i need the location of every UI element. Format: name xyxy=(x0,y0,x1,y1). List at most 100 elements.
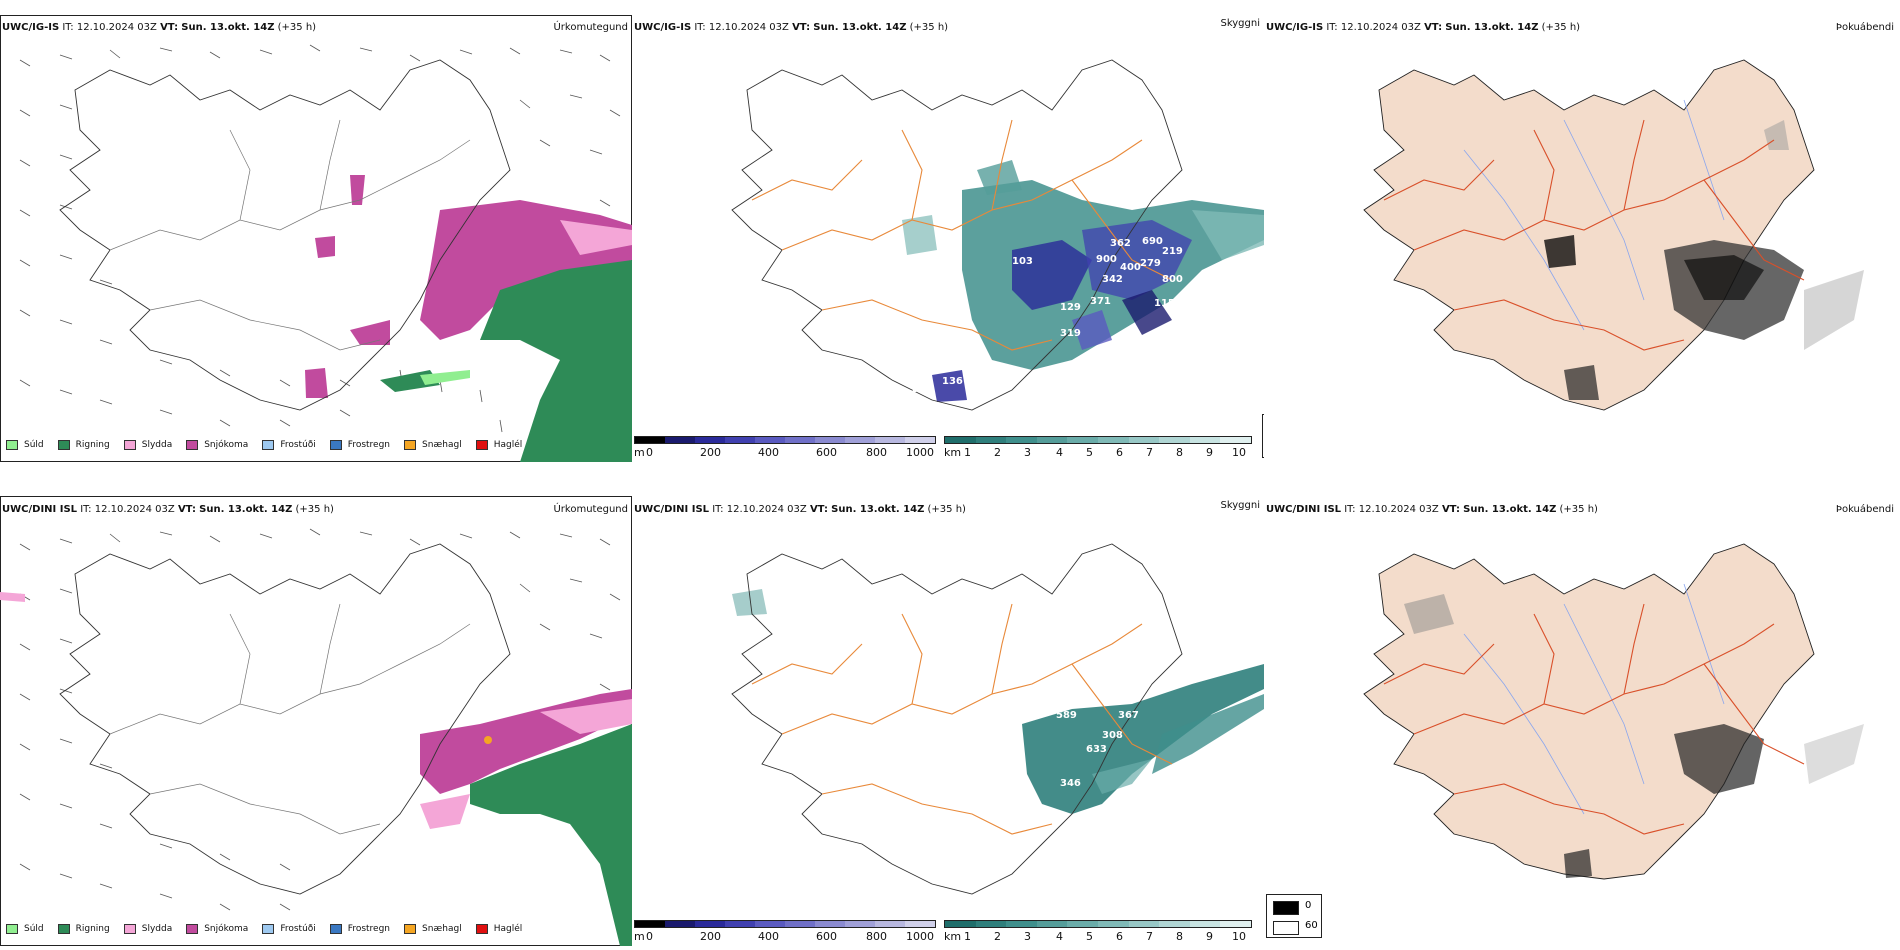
legend-item-frostregn: Frostregn xyxy=(329,924,390,934)
ceiling-label: 363 xyxy=(942,246,963,257)
visibility-scale-tick: 2 xyxy=(994,930,1001,943)
visibility-scale-tick: 1 xyxy=(964,446,971,459)
ceiling-label: 115 xyxy=(1154,298,1175,309)
legend-swatch xyxy=(123,924,136,934)
visibility-scale-tick: 10 xyxy=(1232,930,1246,943)
fog-index-legend-row2: 0 60 xyxy=(1266,894,1322,938)
ceiling-height-labels: 363 103 362 690 219 900 400 279 342 800 … xyxy=(910,236,1183,395)
legend-item-slydda: Slydda xyxy=(123,440,172,450)
precip-map-svg xyxy=(0,528,632,946)
ceiling-label: 319 xyxy=(1060,328,1081,339)
precip-legend: Súld Rigning Slydda Snjókoma Frostúði Fr… xyxy=(6,924,536,934)
panel-header: UWC/DINI ISL IT: 12.10.2024 03Z VT: Sun.… xyxy=(2,504,334,515)
visibility-colorbar xyxy=(944,920,1252,928)
panel-title: Úrkomutegund xyxy=(553,504,628,515)
road-network xyxy=(109,119,471,351)
ceiling-scale-tick: 800 xyxy=(866,446,887,459)
legend-swatch xyxy=(6,924,18,934)
ceiling-label: 129 xyxy=(1060,302,1081,313)
fog-legend-black xyxy=(1273,901,1299,915)
visibility-scale-tick: 7 xyxy=(1146,930,1153,943)
precip-legend: Súld Rigning Slydda Snjókoma Frostúði Fr… xyxy=(6,440,536,450)
panel-header: UWC/IG-IS IT: 12.10.2024 03Z VT: Sun. 13… xyxy=(1266,22,1581,33)
precip-type-map-row1: UWC/IG-IS IT: 12.10.2024 03Z VT: Sun. 13… xyxy=(0,0,632,462)
legend-item-slydda: Slydda xyxy=(123,924,172,934)
road-network xyxy=(1383,603,1805,835)
ceiling-scale-tick: 800 xyxy=(866,930,887,943)
legend-item-sudd: Súld xyxy=(6,440,44,450)
ceiling-label: 308 xyxy=(1102,730,1123,741)
iceland-outline xyxy=(59,543,511,895)
panel-header: UWC/IG-IS IT: 12.10.2024 03Z VT: Sun. 13… xyxy=(2,22,317,33)
visibility-scale-tick: 4 xyxy=(1056,446,1063,459)
legend-item-snjokoma: Snjókoma xyxy=(186,924,248,934)
legend-item-snaehagl: Snæhagl xyxy=(404,440,462,450)
ceiling-label: 346 xyxy=(1060,778,1081,789)
fog-map-svg xyxy=(1363,543,1864,880)
wind-barbs xyxy=(19,44,621,433)
ceiling-scale-tick: 200 xyxy=(700,446,721,459)
visibility-scale-tick: 8 xyxy=(1176,930,1183,943)
ceiling-scale-tick: 600 xyxy=(816,930,837,943)
ceiling-label: 589 xyxy=(1056,710,1077,721)
panel-title: Þokuábendi xyxy=(1835,22,1894,33)
ceiling-scale: m 0 200 400 600 800 1000 xyxy=(634,436,936,460)
ceiling-label: 33 xyxy=(1018,708,1032,719)
precip-map-svg xyxy=(19,44,632,462)
legend-swatch xyxy=(57,924,70,934)
legend-item-snjokoma: Snjókoma xyxy=(186,440,248,450)
visibility-scale-tick: 6 xyxy=(1116,446,1123,459)
legend-item-frostudi: Frostúði xyxy=(262,924,316,934)
panel-title: Úrkomutegund xyxy=(553,22,628,33)
legend-item-haglel: Haglél xyxy=(475,924,522,934)
legend-swatch xyxy=(329,924,342,934)
visibility-scale-tick: 7 xyxy=(1146,446,1153,459)
visibility-scale-tick: 2 xyxy=(994,446,1001,459)
fog-legend-top: 0 xyxy=(1305,900,1312,911)
precip-type-map-row2: UWC/DINI ISL IT: 12.10.2024 03Z VT: Sun.… xyxy=(0,484,632,946)
ceiling-scale-tick: 0 xyxy=(646,930,653,943)
visibility-colorbar xyxy=(944,436,1252,444)
visibility-scale-tick: 5 xyxy=(1086,446,1093,459)
ceiling-scale-tick: 400 xyxy=(758,930,779,943)
panel-header: UWC/DINI ISL IT: 12.10.2024 03Z VT: Sun.… xyxy=(1266,504,1598,515)
visibility-scale-tick: 5 xyxy=(1086,930,1093,943)
legend-swatch xyxy=(475,440,488,450)
ceiling-label: 219 xyxy=(1162,246,1183,257)
fog-map-svg xyxy=(1363,59,1864,411)
ceiling-visibility-map-row1: UWC/IG-IS IT: 12.10.2024 03Z VT: Sun. 13… xyxy=(632,0,1318,462)
ceiling-visibility-map-row2: UWC/DINI ISL IT: 12.10.2024 03Z VT: Sun.… xyxy=(632,484,1264,946)
visibility-scale-unit: km xyxy=(944,930,962,943)
panel-title: Skyggni xyxy=(1220,500,1260,511)
fog-legend-white xyxy=(1273,921,1299,935)
ceiling-colorbar xyxy=(634,436,936,444)
ceiling-label: 800 xyxy=(1162,274,1183,285)
legend-item-frostudi: Frostúði xyxy=(262,440,316,450)
ceiling-map-svg: 363 103 362 690 219 900 400 279 342 800 … xyxy=(731,59,1264,411)
ceiling-scale-tick: 400 xyxy=(758,446,779,459)
precip-fields xyxy=(0,592,632,946)
fog-legend-bottom: 60 xyxy=(1305,920,1318,931)
road-network xyxy=(1383,119,1805,351)
legend-item-frostregn: Frostregn xyxy=(329,440,390,450)
fog-index-map-row1: UWC/IG-IS IT: 12.10.2024 03Z VT: Sun. 13… xyxy=(1264,0,1900,462)
iceland-outline xyxy=(731,59,1183,411)
visibility-scale-tick: 9 xyxy=(1206,446,1213,459)
land-fill xyxy=(1363,59,1815,411)
ceiling-scale-unit: m xyxy=(634,446,645,459)
ceiling-fields xyxy=(932,220,1192,402)
visibility-scale-tick: 1 xyxy=(964,930,971,943)
visibility-scale: km 1 2 3 4 5 6 7 8 9 10 xyxy=(944,920,1252,944)
visibility-scale: km 1 2 3 4 5 6 7 8 9 10 xyxy=(944,436,1252,460)
fog-fields xyxy=(1544,120,1864,400)
road-network xyxy=(109,603,471,835)
ceiling-scale-tick: 1000 xyxy=(906,446,934,459)
ceiling-scale-tick: 1000 xyxy=(906,930,934,943)
panel-header: UWC/DINI ISL IT: 12.10.2024 03Z VT: Sun.… xyxy=(634,504,966,515)
legend-swatch xyxy=(475,924,488,934)
ceiling-label: 362 xyxy=(1110,238,1131,249)
legend-item-sudd: Súld xyxy=(6,924,44,934)
visibility-scale-tick: 10 xyxy=(1232,446,1246,459)
ceiling-label: 342 xyxy=(1102,274,1123,285)
legend-swatch xyxy=(57,440,70,450)
